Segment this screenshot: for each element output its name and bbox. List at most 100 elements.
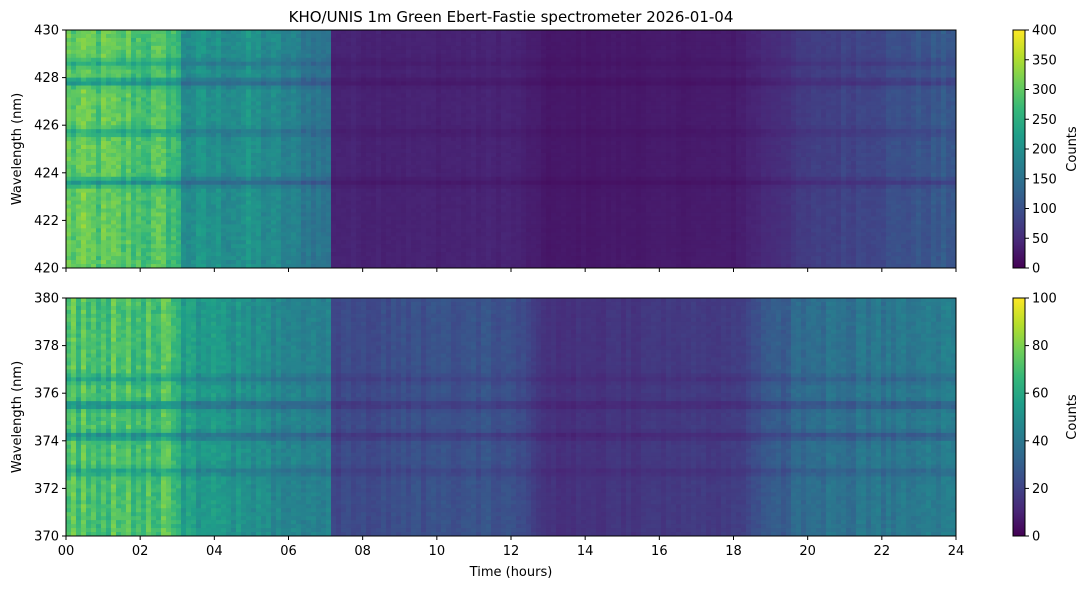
heatmap-cell <box>196 137 202 142</box>
heatmap-cell <box>201 232 207 237</box>
heatmap-cell <box>91 53 97 59</box>
heatmap-cell <box>296 156 302 162</box>
heatmap-cell <box>371 232 377 237</box>
heatmap-cell <box>131 65 137 71</box>
heatmap-cell <box>66 73 72 79</box>
heatmap-cell <box>376 248 382 253</box>
heatmap-cell <box>381 228 387 233</box>
heatmap-cell <box>301 208 307 214</box>
heatmap-cell <box>261 129 267 134</box>
heatmap-cell <box>196 256 202 261</box>
heatmap-cell <box>416 125 422 130</box>
heatmap-cell <box>121 37 127 43</box>
heatmap-cell <box>196 164 202 170</box>
heatmap-cell <box>246 149 252 154</box>
heatmap-cell <box>291 216 297 221</box>
heatmap-cell <box>361 188 367 194</box>
heatmap-cell <box>76 236 82 241</box>
heatmap-cell <box>206 152 212 158</box>
heatmap-cell <box>86 77 92 83</box>
heatmap-cell <box>146 172 152 178</box>
heatmap-cell <box>206 176 212 182</box>
heatmap-cell <box>211 252 217 257</box>
heatmap-cell <box>206 113 212 118</box>
heatmap-cell <box>191 184 197 190</box>
heatmap-cell <box>416 97 422 102</box>
heatmap-cell <box>341 244 347 249</box>
heatmap-cell <box>471 216 477 221</box>
heatmap-cell <box>456 145 462 150</box>
heatmap-cell <box>401 117 407 122</box>
heatmap-cell <box>66 137 72 142</box>
heatmap-cell <box>396 30 402 35</box>
heatmap-cell <box>156 204 162 210</box>
heatmap-cell <box>221 232 227 237</box>
heatmap-cell <box>451 125 457 130</box>
heatmap-cell <box>241 160 247 166</box>
heatmap-cell <box>261 168 267 174</box>
heatmap-cell <box>101 256 107 261</box>
heatmap-cell <box>71 37 77 43</box>
heatmap-cell <box>286 93 292 99</box>
heatmap-cell <box>286 109 292 114</box>
heatmap-cell <box>421 41 427 47</box>
heatmap-cell <box>226 65 232 71</box>
heatmap-cell <box>326 93 332 99</box>
heatmap-cell <box>301 125 307 130</box>
heatmap-cell <box>246 264 252 268</box>
heatmap-cell <box>326 105 332 110</box>
heatmap-cell <box>371 224 377 229</box>
heatmap-cell <box>96 240 102 245</box>
heatmap-cell <box>311 184 317 190</box>
heatmap-cell <box>101 152 107 158</box>
heatmap-cell <box>431 77 437 83</box>
heatmap-cell <box>341 248 347 253</box>
heatmap-cell <box>226 97 232 102</box>
heatmap-cell <box>231 61 237 67</box>
heatmap-cell <box>431 236 437 241</box>
heatmap-cell <box>386 172 392 178</box>
heatmap-cell <box>321 172 327 178</box>
heatmap-cell <box>251 105 257 110</box>
heatmap-cell <box>156 184 162 190</box>
heatmap-cell <box>81 125 87 130</box>
heatmap-cell <box>396 216 402 221</box>
heatmap-cell <box>236 89 242 95</box>
heatmap-cell <box>166 89 172 95</box>
heatmap-cell <box>226 57 232 63</box>
heatmap-cell <box>171 244 177 249</box>
heatmap-cell <box>201 208 207 214</box>
heatmap-cell <box>116 244 122 249</box>
heatmap-cell <box>416 121 422 126</box>
heatmap-cell <box>66 89 72 95</box>
heatmap-cell <box>371 113 377 118</box>
heatmap-cell <box>446 129 452 134</box>
heatmap-cell <box>146 109 152 114</box>
heatmap-cell <box>231 137 237 142</box>
heatmap-cell <box>166 264 172 268</box>
heatmap-cell <box>261 97 267 102</box>
heatmap-cell <box>241 81 247 87</box>
heatmap-cell <box>266 200 272 206</box>
heatmap-cell <box>396 65 402 71</box>
heatmap-cell <box>436 45 442 51</box>
heatmap-cell <box>266 220 272 225</box>
heatmap-cell <box>211 264 217 268</box>
heatmap-cell <box>416 129 422 134</box>
heatmap-cell <box>151 73 157 79</box>
heatmap-cell <box>151 204 157 210</box>
heatmap-cell <box>91 192 97 198</box>
heatmap-cell <box>176 45 182 51</box>
heatmap-cell <box>181 160 187 166</box>
heatmap-cell <box>281 200 287 206</box>
heatmap-cell <box>311 61 317 67</box>
heatmap-cell <box>311 244 317 249</box>
heatmap-cell <box>386 41 392 47</box>
heatmap-cell <box>286 264 292 268</box>
heatmap-cell <box>446 121 452 126</box>
heatmap-cell <box>406 69 412 75</box>
heatmap-cell <box>156 212 162 218</box>
heatmap-cell <box>256 176 262 182</box>
heatmap-cell <box>66 133 72 138</box>
heatmap-cell <box>101 172 107 178</box>
